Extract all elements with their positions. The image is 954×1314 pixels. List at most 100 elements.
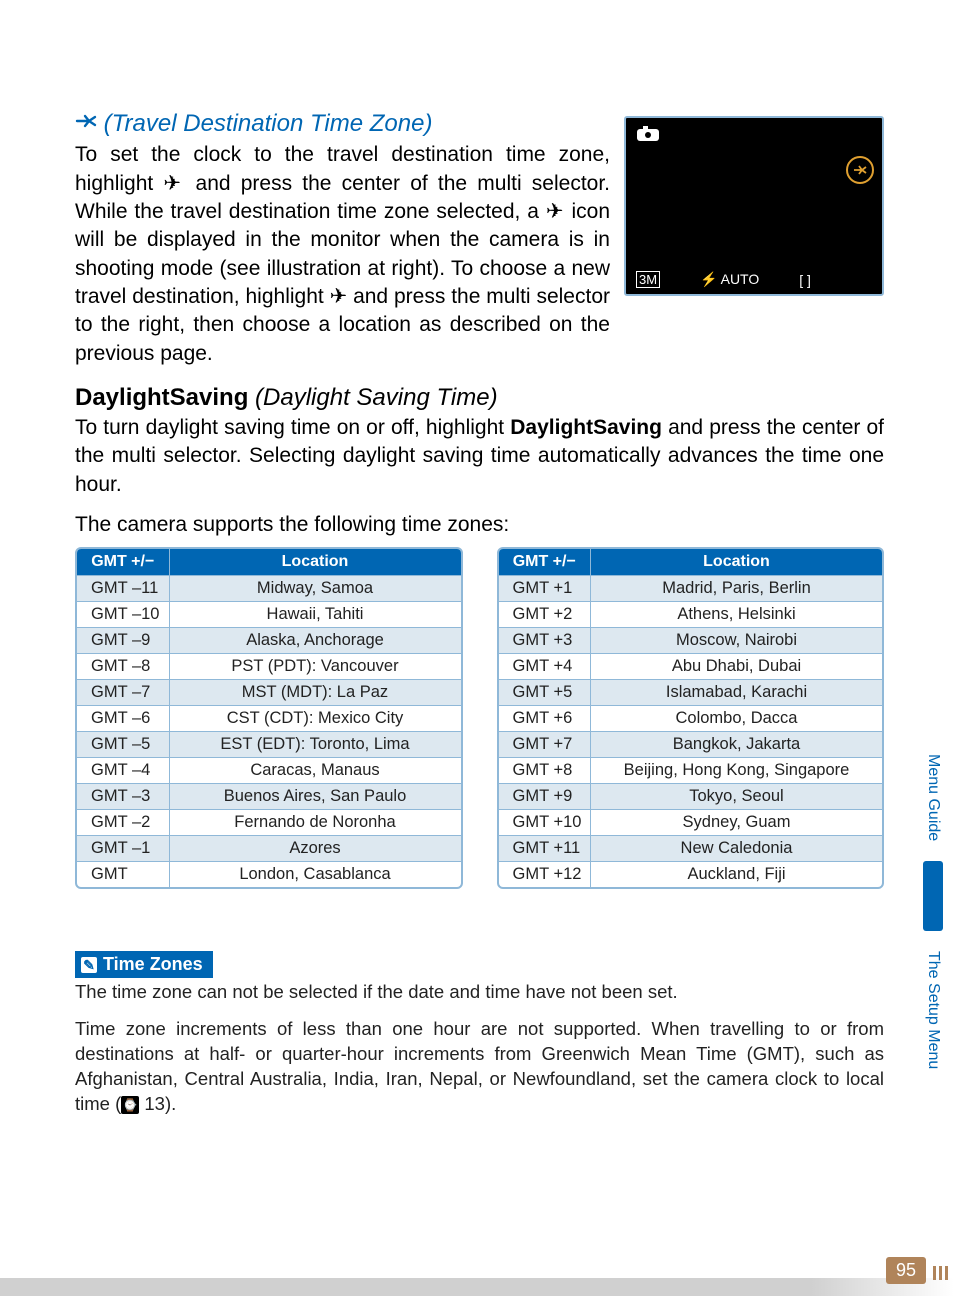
table-row: GMT –11Midway, Samoa — [77, 575, 461, 601]
page-edge-stripes — [933, 1266, 948, 1280]
cell-gmt: GMT +5 — [499, 679, 591, 705]
travel-indicator-icon — [846, 156, 874, 184]
cell-gmt: GMT +8 — [499, 757, 591, 783]
cell-gmt: GMT –9 — [77, 627, 169, 653]
note-heading-text: Time Zones — [103, 954, 203, 974]
table-row: GMT +2Athens, Helsinki — [499, 601, 883, 627]
cell-location: Bangkok, Jakarta — [591, 731, 883, 757]
daylight-heading: DaylightSaving (Daylight Saving Time) — [75, 384, 884, 412]
table-row: GMT –4Caracas, Manaus — [77, 757, 461, 783]
travel-paragraph: To set the clock to the travel destinati… — [75, 141, 610, 368]
note-section: ✎Time Zones The time zone can not be sel… — [75, 951, 884, 1117]
cell-gmt: GMT –10 — [77, 601, 169, 627]
table-row: GMT +12Auckland, Fiji — [499, 861, 883, 887]
table-row: GMT +5Islamabad, Karachi — [499, 679, 883, 705]
table-intro-text: The camera supports the following time z… — [75, 513, 884, 537]
footer-gradient-bar — [0, 1278, 954, 1296]
travel-heading-text: (Travel Destination Time Zone) — [104, 110, 433, 137]
cell-location: Hawaii, Tahiti — [169, 601, 461, 627]
cell-location: Athens, Helsinki — [591, 601, 883, 627]
travel-text-block: (Travel Destination Time Zone) To set th… — [75, 110, 610, 368]
plane-icon — [75, 110, 97, 139]
table-row: GMT +1Madrid, Paris, Berlin — [499, 575, 883, 601]
table-row: GMT –8PST (PDT): Vancouver — [77, 653, 461, 679]
cross-ref-icon: ⌚ — [121, 1096, 139, 1114]
cell-location: Tokyo, Seoul — [591, 783, 883, 809]
timezone-tables: GMT +/− Location GMT –11Midway, SamoaGMT… — [75, 547, 884, 889]
focus-bracket: [ ] — [799, 272, 811, 288]
cell-gmt: GMT +4 — [499, 653, 591, 679]
cell-location: PST (PDT): Vancouver — [169, 653, 461, 679]
table-row: GMT +8Beijing, Hong Kong, Singapore — [499, 757, 883, 783]
travel-section: (Travel Destination Time Zone) To set th… — [75, 110, 884, 368]
cell-gmt: GMT –1 — [77, 835, 169, 861]
cell-gmt: GMT –4 — [77, 757, 169, 783]
daylight-heading-bold: DaylightSaving — [75, 384, 248, 411]
table-row: GMT +4Abu Dhabi, Dubai — [499, 653, 883, 679]
table-row: GMT +9Tokyo, Seoul — [499, 783, 883, 809]
table-row: GMT +3Moscow, Nairobi — [499, 627, 883, 653]
cell-location: EST (EDT): Toronto, Lima — [169, 731, 461, 757]
cell-location: Beijing, Hong Kong, Singapore — [591, 757, 883, 783]
cell-location: Fernando de Noronha — [169, 809, 461, 835]
cell-gmt: GMT +7 — [499, 731, 591, 757]
daylight-paragraph: To turn daylight saving time on or off, … — [75, 414, 884, 499]
th-location: Location — [591, 549, 883, 576]
th-gmt: GMT +/− — [77, 549, 169, 576]
cell-location: Moscow, Nairobi — [591, 627, 883, 653]
camera-mode-icon — [636, 126, 660, 146]
cell-gmt: GMT –3 — [77, 783, 169, 809]
travel-heading: (Travel Destination Time Zone) — [75, 110, 610, 139]
cell-location: Alaska, Anchorage — [169, 627, 461, 653]
table-row: GMT +7Bangkok, Jakarta — [499, 731, 883, 757]
table-row: GMT +6Colombo, Dacca — [499, 705, 883, 731]
cell-location: Midway, Samoa — [169, 575, 461, 601]
table-row: GMT –1Azores — [77, 835, 461, 861]
note-p2-b: 13). — [139, 1093, 176, 1114]
cell-location: CST (CDT): Mexico City — [169, 705, 461, 731]
cell-gmt: GMT +6 — [499, 705, 591, 731]
cell-gmt: GMT +2 — [499, 601, 591, 627]
cell-location: Madrid, Paris, Berlin — [591, 575, 883, 601]
monitor-status-bar: 3M ⚡ AUTO [ ] — [626, 271, 882, 288]
daylight-text-bold: DaylightSaving — [510, 416, 662, 439]
cell-gmt: GMT –2 — [77, 809, 169, 835]
cell-location: Auckland, Fiji — [591, 861, 883, 887]
daylight-heading-italic: (Daylight Saving Time) — [255, 384, 498, 411]
side-tab-active-indicator — [923, 861, 943, 931]
cell-location: London, Casablanca — [169, 861, 461, 887]
table-row: GMTLondon, Casablanca — [77, 861, 461, 887]
note-paragraph-2: Time zone increments of less than one ho… — [75, 1017, 884, 1117]
cell-gmt: GMT –11 — [77, 575, 169, 601]
table-row: GMT –2Fernando de Noronha — [77, 809, 461, 835]
cell-location: Sydney, Guam — [591, 809, 883, 835]
table-row: GMT –3Buenos Aires, San Paulo — [77, 783, 461, 809]
timezone-table-right: GMT +/− Location GMT +1Madrid, Paris, Be… — [497, 547, 885, 889]
cell-location: Abu Dhabi, Dubai — [591, 653, 883, 679]
cell-gmt: GMT +11 — [499, 835, 591, 861]
cell-location: Colombo, Dacca — [591, 705, 883, 731]
flash-mode-indicator: ⚡ AUTO — [700, 271, 759, 288]
th-gmt: GMT +/− — [499, 549, 591, 576]
cell-gmt: GMT –5 — [77, 731, 169, 757]
cell-gmt: GMT +1 — [499, 575, 591, 601]
camera-monitor-preview: 3M ⚡ AUTO [ ] — [624, 116, 884, 296]
side-tab-menu-guide: Menu Guide — [920, 740, 946, 855]
page-number: 95 — [886, 1257, 926, 1284]
note-heading: ✎ Time Zones — [75, 951, 213, 978]
cell-gmt: GMT +10 — [499, 809, 591, 835]
cell-location: New Caledonia — [591, 835, 883, 861]
side-tab-setup-menu: The Setup Menu — [920, 937, 946, 1083]
note-icon: ✎ — [81, 957, 97, 973]
th-location: Location — [169, 549, 461, 576]
table-row: GMT –7MST (MDT): La Paz — [77, 679, 461, 705]
daylight-text-a: To turn daylight saving time on or off, … — [75, 416, 510, 439]
table-row: GMT +11New Caledonia — [499, 835, 883, 861]
note-p2-a: Time zone increments of less than one ho… — [75, 1018, 884, 1114]
cell-location: Azores — [169, 835, 461, 861]
cell-location: Islamabad, Karachi — [591, 679, 883, 705]
table-row: GMT –9Alaska, Anchorage — [77, 627, 461, 653]
cell-gmt: GMT –7 — [77, 679, 169, 705]
table-row: GMT –6CST (CDT): Mexico City — [77, 705, 461, 731]
timezone-table-left: GMT +/− Location GMT –11Midway, SamoaGMT… — [75, 547, 463, 889]
